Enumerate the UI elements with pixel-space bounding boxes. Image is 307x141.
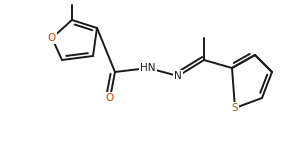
- Text: O: O: [48, 33, 56, 43]
- Text: S: S: [232, 103, 238, 113]
- Text: N: N: [174, 71, 182, 81]
- Text: O: O: [106, 93, 114, 103]
- Text: HN: HN: [140, 63, 156, 73]
